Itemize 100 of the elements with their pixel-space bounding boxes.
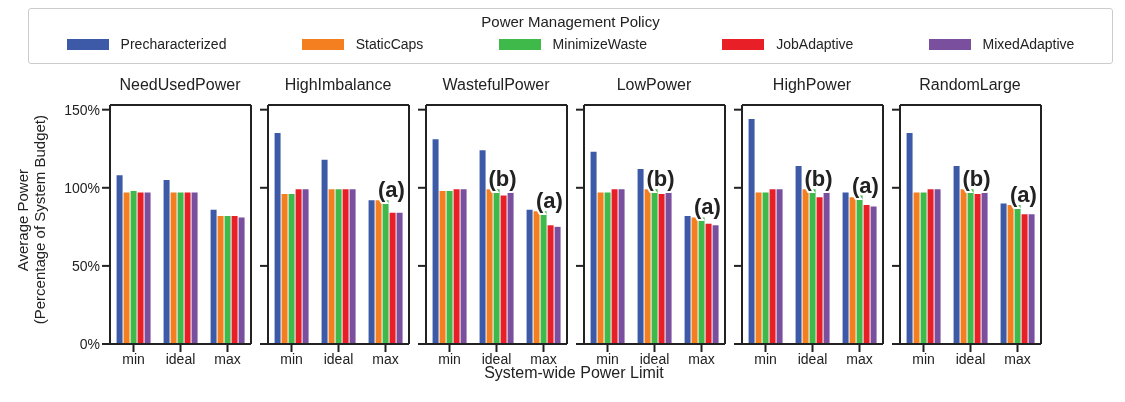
x-tick-label: max — [214, 350, 241, 367]
bar — [913, 192, 920, 344]
x-tick-label: min — [912, 350, 935, 367]
bar — [927, 189, 934, 344]
x-tick-label: min — [122, 350, 145, 367]
bar — [533, 211, 540, 344]
legend-label: JobAdaptive — [775, 36, 854, 52]
bar — [637, 169, 644, 344]
bar — [281, 194, 288, 344]
bar — [439, 190, 446, 344]
bar — [335, 189, 342, 344]
bar — [644, 189, 651, 344]
bar — [981, 190, 988, 344]
bar — [382, 200, 389, 344]
annotation: (b) — [646, 166, 675, 192]
annotation: (b) — [488, 166, 517, 192]
bar — [597, 192, 604, 344]
bar — [823, 190, 830, 344]
chart-title: WastefulPower — [441, 75, 551, 95]
bar — [486, 189, 493, 344]
bar — [184, 192, 191, 344]
bar — [762, 192, 769, 344]
x-tick-label: ideal — [165, 350, 196, 367]
bar — [611, 189, 618, 344]
annotation: (b) — [804, 166, 833, 192]
annotation: (b) — [962, 166, 991, 192]
chart-title: LowPower — [615, 75, 693, 95]
bar — [870, 206, 877, 344]
bar — [130, 190, 137, 344]
chart-title: RandomLarge — [918, 75, 1022, 95]
bar — [795, 165, 802, 344]
bar — [658, 194, 665, 344]
bar — [493, 189, 500, 344]
bar — [960, 189, 967, 344]
bar — [1000, 203, 1007, 344]
bar — [1021, 214, 1028, 344]
x-tick-label: max — [688, 350, 715, 367]
y-tick-label: 50% — [71, 257, 100, 274]
bar — [217, 215, 224, 344]
bar — [224, 215, 231, 344]
bar — [432, 139, 439, 344]
bar — [453, 189, 460, 344]
bar — [748, 119, 755, 344]
bar — [705, 223, 712, 344]
bar — [507, 190, 514, 344]
bar — [684, 215, 691, 344]
bar — [953, 165, 960, 344]
bar — [547, 225, 554, 344]
annotation: (a) — [1010, 181, 1037, 207]
bar — [460, 189, 467, 344]
bar — [1028, 214, 1035, 344]
bar — [342, 189, 349, 344]
x-tick-label: ideal — [639, 350, 670, 367]
bar — [288, 194, 295, 344]
bar — [776, 189, 783, 344]
legend-label: Precharacterized — [119, 36, 227, 52]
x-tick-label: min — [280, 350, 303, 367]
bar — [137, 192, 144, 344]
bar — [123, 192, 130, 344]
y-tick-label: 100% — [64, 179, 100, 196]
bar — [116, 175, 123, 344]
bar — [618, 189, 625, 344]
bar — [191, 192, 198, 344]
x-tick-label: max — [372, 350, 399, 367]
bar — [389, 212, 396, 344]
bar — [967, 189, 974, 344]
chart-title: HighPower — [771, 75, 853, 95]
bar — [479, 150, 486, 344]
legend-label: MixedAdaptive — [981, 36, 1075, 52]
bar — [906, 133, 913, 344]
bar — [665, 190, 672, 344]
bar — [842, 192, 849, 344]
bar — [321, 159, 328, 344]
bar — [526, 209, 533, 344]
x-tick-label: max — [846, 350, 873, 367]
bar — [920, 192, 927, 344]
legend-label: MinimizeWaste — [551, 36, 647, 52]
bar — [302, 189, 309, 344]
bar — [604, 192, 611, 344]
bar — [816, 197, 823, 344]
y-tick-label: 150% — [64, 101, 100, 118]
chart-title: NeedUsedPower — [118, 75, 242, 95]
bar — [177, 192, 184, 344]
legend-title: Power Management Policy — [480, 13, 661, 30]
bar — [328, 189, 335, 344]
bar — [368, 200, 375, 344]
bar — [540, 211, 547, 344]
bar — [849, 197, 856, 344]
y-tick-label: 0% — [79, 335, 100, 352]
bar — [769, 189, 776, 344]
bar — [210, 209, 217, 344]
x-axis-title: System-wide Power Limit — [484, 364, 664, 381]
bar — [144, 192, 151, 344]
bar — [802, 189, 809, 344]
x-tick-label: ideal — [323, 350, 354, 367]
bar — [755, 192, 762, 344]
chart-title: HighImbalance — [283, 75, 393, 95]
bar — [500, 195, 507, 344]
x-tick-label: ideal — [481, 350, 512, 367]
bar — [231, 215, 238, 344]
